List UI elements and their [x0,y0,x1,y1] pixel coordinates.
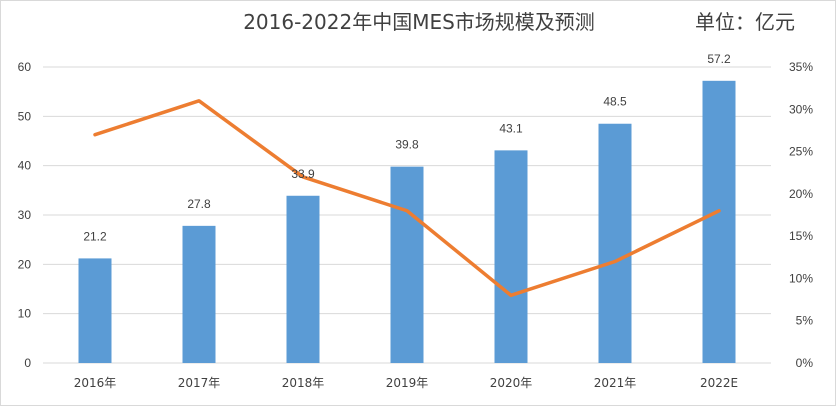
data-labels: 21.2 27.8 33.9 39.8 43.1 48.5 57.2 [83,52,731,244]
left-axis-tick-label: 60 [18,60,32,74]
right-axis-tick-label: 20% [789,187,813,201]
bar [390,166,424,363]
bar-data-label: 39.8 [395,138,419,152]
right-axis-ticks: 0% 5% 10% 15% 20% 25% 30% 35% [789,60,813,370]
bar-data-label: 33.9 [291,167,315,181]
left-axis-tick-label: 40 [18,159,32,173]
left-axis-tick-label: 30 [18,208,32,222]
bar-data-label: 27.8 [187,197,211,211]
left-axis-tick-label: 10 [18,307,32,321]
left-axis-tick-label: 0 [24,356,31,370]
bar [494,150,528,363]
bar [702,80,736,364]
chart-title: 2016-2022年中国MES市场规模及预测 [243,10,595,34]
right-axis-tick-label: 15% [789,229,813,243]
category-label: 2020年 [490,376,533,390]
category-label: 2019年 [386,376,429,390]
unit-label: 单位：亿元 [695,10,795,34]
category-axis-labels: 2016年 2017年 2018年 2019年 2020年 2021年 2022E [74,376,738,390]
left-axis-ticks: 0 10 20 30 40 50 60 [18,60,32,370]
category-label: 2017年 [178,376,221,390]
category-label: 2018年 [282,376,325,390]
bar-data-label: 57.2 [707,52,731,66]
right-axis-tick-label: 25% [789,145,813,159]
bar-data-label: 43.1 [499,121,523,135]
line-series [93,99,721,298]
category-label: 2021年 [594,376,637,390]
right-axis-tick-label: 0% [796,356,814,370]
bar [598,123,632,363]
bar [182,225,216,363]
right-axis-tick-label: 30% [789,102,813,116]
bar-series [78,80,736,364]
category-label: 2016年 [74,376,117,390]
left-axis-tick-label: 50 [18,109,32,123]
right-axis-tick-label: 35% [789,60,813,74]
bar [78,258,112,363]
right-axis-tick-label: 10% [789,271,813,285]
left-axis-tick-label: 20 [18,257,32,271]
bar-data-label: 48.5 [603,95,627,109]
category-label: 2022E [700,376,738,390]
bar-data-label: 21.2 [83,229,107,243]
right-axis-tick-label: 5% [796,314,814,328]
bar [286,195,320,363]
